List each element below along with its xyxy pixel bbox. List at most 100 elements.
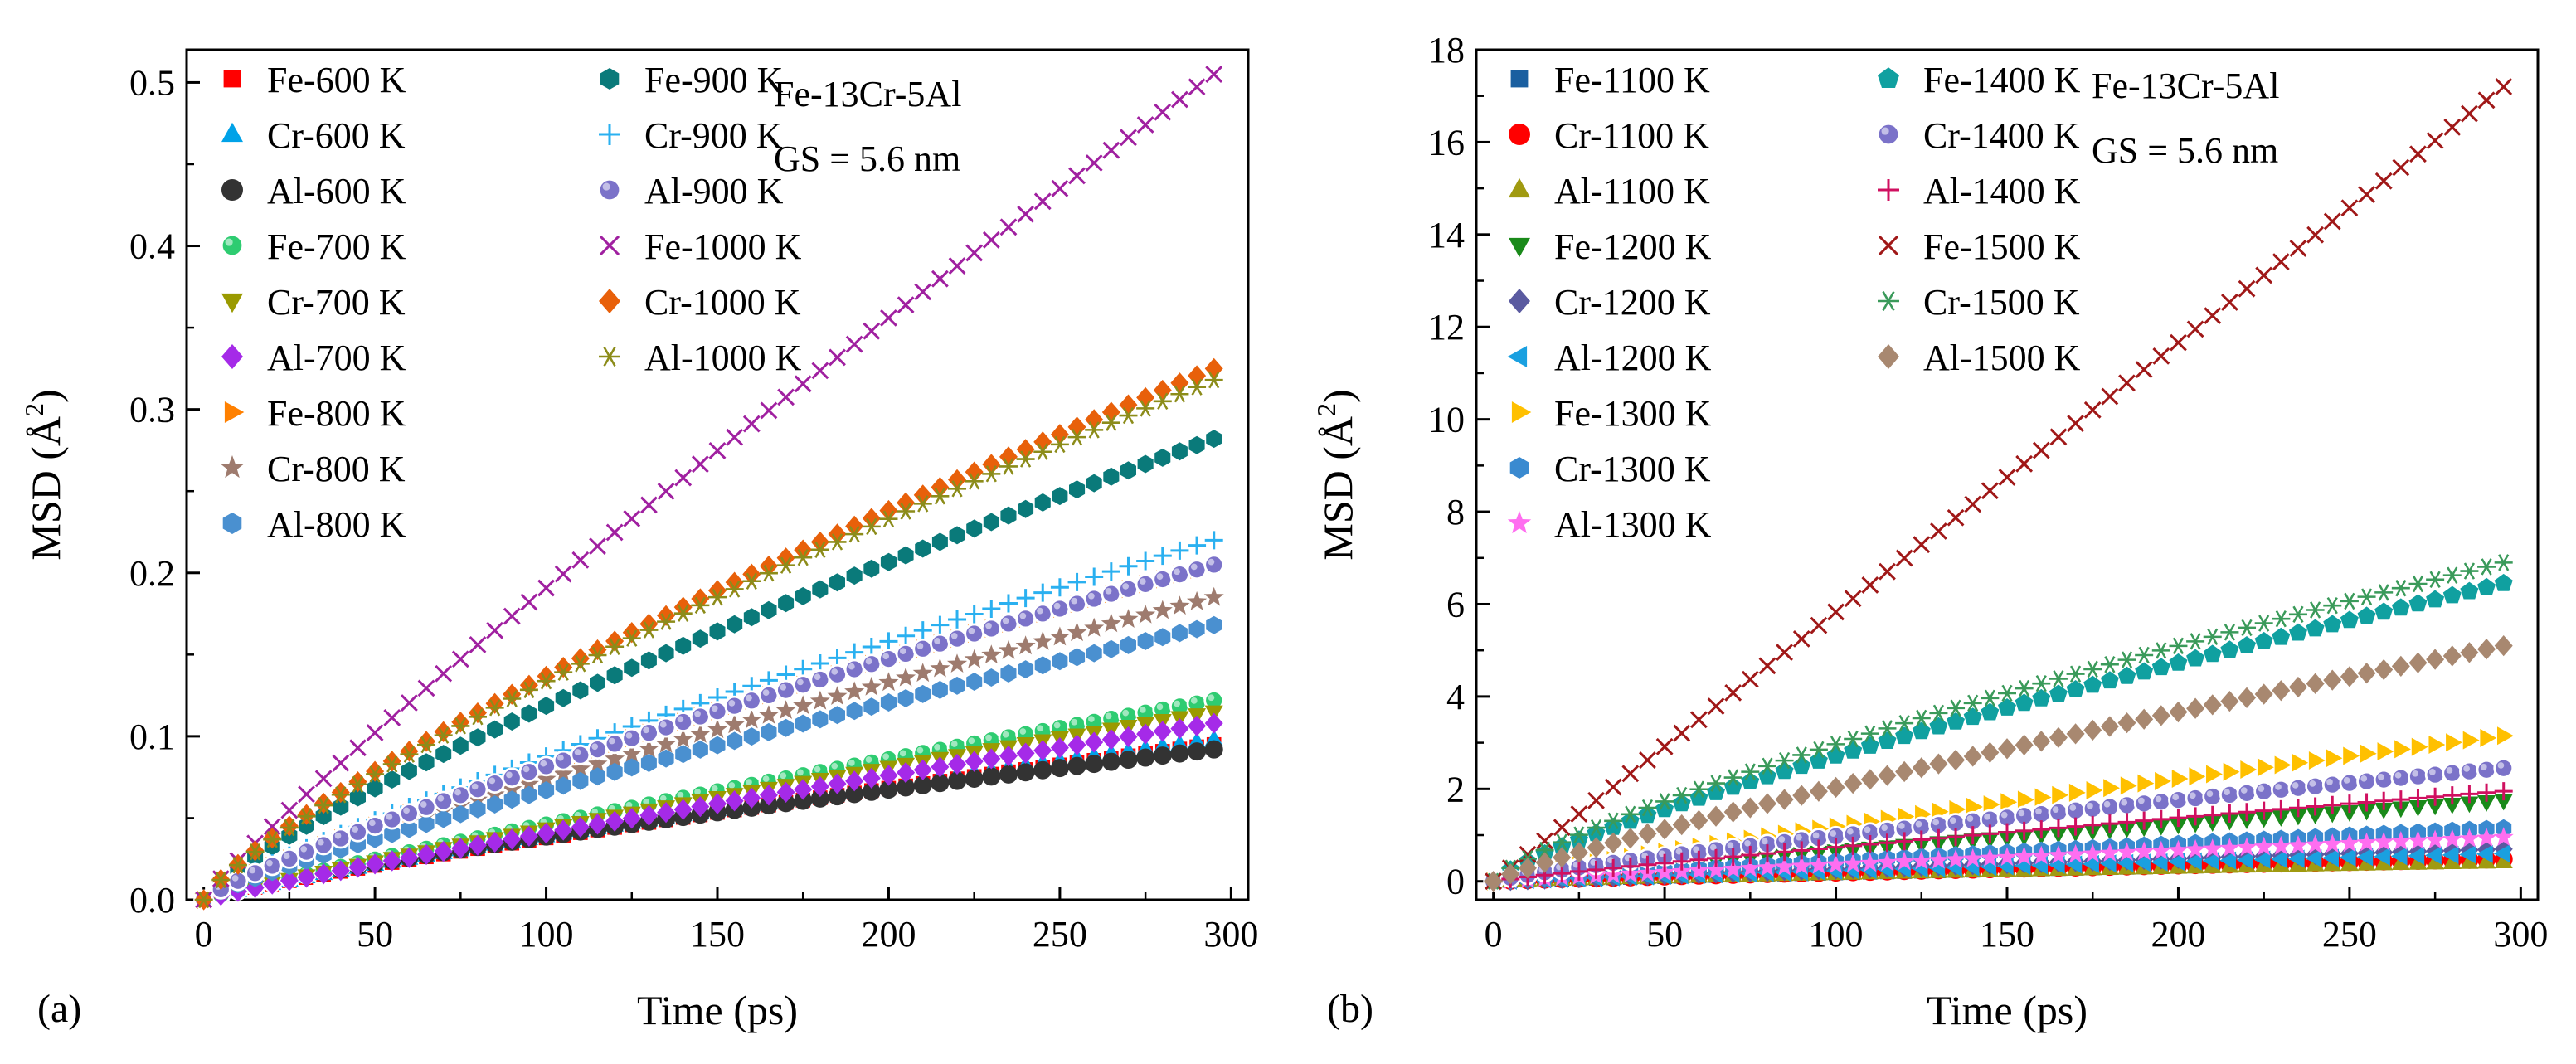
data-point [605, 523, 624, 542]
data-point [1844, 741, 1863, 759]
data-point [2408, 594, 2428, 612]
y-tick-label: 0.1 [129, 717, 175, 757]
data-point [2223, 762, 2240, 781]
data-point-highlight [1139, 578, 1146, 585]
legend-entry: Fe-1500 K [1878, 226, 2081, 267]
data-point [1188, 619, 1205, 639]
data-point-highlight [574, 749, 581, 755]
data-point [1723, 769, 1742, 786]
x-tick-label: 300 [2493, 914, 2548, 955]
data-point-highlight [557, 754, 564, 761]
data-point [400, 847, 419, 868]
data-point-highlight [728, 782, 736, 789]
data-point [2066, 723, 2085, 745]
data-point [1604, 778, 1622, 796]
data-point [2374, 584, 2394, 601]
data-point [829, 573, 845, 592]
data-point [1085, 567, 1104, 586]
data-point [2391, 790, 2410, 809]
data-point [468, 834, 487, 856]
data-point-highlight [1881, 824, 1888, 831]
data-point [1963, 826, 1982, 845]
data-point-highlight [1898, 823, 1905, 829]
data-point [2408, 799, 2428, 817]
data-point [965, 605, 984, 624]
data-point [2086, 781, 2103, 800]
data-point [2271, 835, 2292, 855]
data-point [879, 780, 898, 799]
data-point [450, 785, 471, 806]
data-point [2219, 851, 2237, 870]
data-point [622, 629, 641, 647]
data-point [2257, 758, 2274, 777]
data-point [965, 244, 984, 262]
data-point [1655, 819, 1674, 840]
legend-marker-highlight [602, 182, 610, 191]
data-point [1621, 828, 1640, 849]
data-point [1826, 838, 1845, 857]
data-point [1655, 853, 1674, 872]
data-point [727, 615, 743, 634]
data-point [2203, 694, 2222, 716]
data-point-highlight [1053, 602, 1061, 610]
data-point [879, 765, 898, 786]
data-point [658, 644, 674, 663]
data-point [1535, 841, 1554, 859]
data-point-highlight [2258, 785, 2265, 792]
legend-label: Fe-1000 K [644, 226, 802, 267]
data-point [1809, 751, 1828, 769]
legend-entry: Fe-600 K [223, 60, 406, 100]
legend-label: Al-700 K [267, 338, 406, 378]
data-point [709, 622, 726, 641]
data-point [2272, 627, 2291, 645]
legend-entry: Al-1100 K [1509, 171, 1710, 211]
data-point [2322, 833, 2343, 853]
data-point [1050, 424, 1069, 445]
data-point [897, 689, 914, 707]
data-point [2306, 673, 2325, 694]
legend-label: Cr-1200 K [1554, 282, 1711, 323]
y-axis-label-sup: 2 [19, 403, 49, 416]
data-point [1050, 759, 1069, 778]
data-point [1946, 848, 1966, 868]
data-point [1203, 586, 1224, 606]
data-point [1101, 729, 1120, 751]
data-point [741, 709, 762, 729]
data-point [640, 754, 657, 772]
data-point-highlight [643, 798, 649, 805]
series-al-600-k [194, 740, 1223, 909]
data-point [2151, 658, 2170, 676]
data-point [468, 708, 487, 726]
data-point [897, 778, 916, 797]
legend-label: Cr-1000 K [644, 282, 801, 323]
data-point [1775, 751, 1794, 770]
legend-marker [1876, 122, 1901, 147]
data-point [537, 822, 556, 844]
data-point [2270, 779, 2292, 800]
data-point [2049, 670, 2068, 687]
data-point [571, 648, 590, 669]
data-point [2288, 809, 2307, 826]
data-point [948, 610, 967, 629]
data-point [1016, 439, 1035, 460]
legend-label: Al-1500 K [1923, 338, 2081, 378]
data-point [1947, 712, 1965, 730]
data-point [2101, 387, 2119, 406]
data-point [503, 828, 522, 850]
data-point [862, 767, 881, 789]
data-point [1119, 751, 1138, 770]
data-point [296, 841, 317, 862]
data-point [673, 799, 693, 820]
data-point [2442, 566, 2462, 584]
data-point [2305, 834, 2326, 853]
data-point [1964, 495, 1982, 513]
data-point-highlight [677, 716, 684, 723]
data-point [1536, 832, 1553, 850]
data-point [930, 633, 950, 654]
legend-label: Al-600 K [267, 171, 406, 211]
panel-label: (b) [1327, 987, 1373, 1031]
y-tick-label: 12 [1428, 307, 1465, 347]
legend-label: Fe-1300 K [1554, 393, 1712, 434]
data-point [2374, 602, 2394, 620]
data-point-highlight [1174, 700, 1180, 707]
